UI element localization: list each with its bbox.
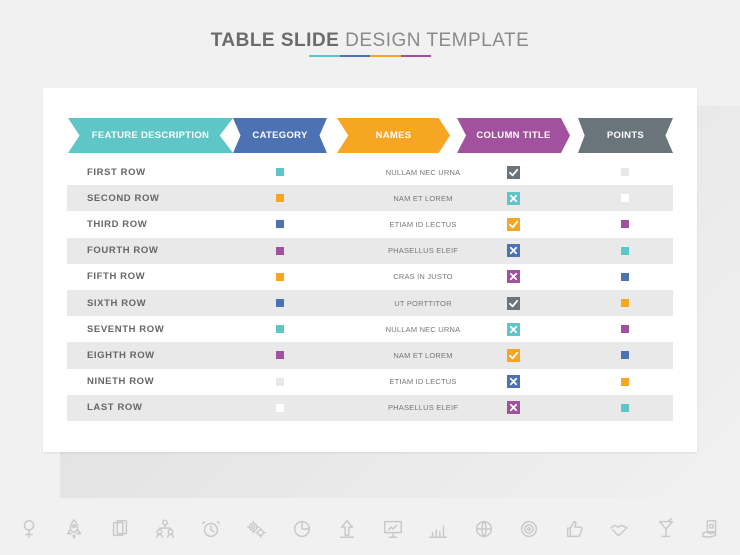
row-label: SEVENTH ROW [87, 323, 165, 335]
table-row: THIRD ROW ETIAM ID LECTUS [67, 211, 673, 237]
category-square [276, 351, 284, 360]
money-hand-icon [700, 518, 722, 545]
table-body: FIRST ROW NULLAM NEC URNA SECOND ROW NAM ET… [67, 159, 673, 421]
points-square [621, 194, 629, 203]
row-label: NINETH ROW [87, 376, 155, 388]
cross-box-icon[interactable] [507, 375, 520, 389]
category-square [276, 246, 284, 255]
title-light: DESIGN TEMPLATE [345, 30, 530, 51]
rocket-icon [63, 518, 85, 545]
table-row: FOURTH ROW PHASELLUS ELEIF [67, 237, 673, 264]
header-names: NAMES [337, 118, 450, 153]
row-label: FIRST ROW [87, 166, 146, 178]
header-feature-description-label: FEATURE DESCRIPTION [91, 130, 210, 141]
table-row: FIRST ROW NULLAM NEC URNA [67, 159, 673, 185]
row-name: ETIAM ID LECTUS [389, 377, 457, 387]
header-feature-description: FEATURE DESCRIPTION [68, 118, 233, 153]
slide-title: TABLE SLIDE DESIGN TEMPLATE [0, 30, 740, 52]
presentation-screen-icon [382, 518, 404, 545]
header-column-title-label: COLUMN TITLE [476, 130, 551, 141]
slide-title-block: TABLE SLIDE DESIGN TEMPLATE [0, 30, 740, 57]
row-label: FOURTH ROW [87, 245, 159, 257]
category-square [276, 325, 284, 334]
row-name: CRAS IN JUSTO [393, 272, 453, 282]
header-category: CATEGORY [233, 118, 327, 153]
row-name: UT PORTTITOR [394, 298, 452, 308]
table-row: SEVENTH ROW NULLAM NEC URNA [67, 316, 673, 342]
points-square [621, 272, 629, 281]
row-name: NAM ET LOREM [393, 350, 453, 360]
points-square [621, 299, 629, 308]
icon-bar [0, 508, 740, 555]
checkmark-box-icon[interactable] [507, 165, 520, 179]
playing-cards-icon [109, 518, 131, 545]
row-label: EIGHTH ROW [87, 349, 155, 361]
cocktail-glass-icon [655, 518, 677, 545]
title-underline [309, 55, 431, 57]
points-square [621, 168, 629, 177]
target-icon [518, 518, 540, 545]
checkmark-box-icon[interactable] [507, 217, 520, 231]
row-label: LAST ROW [87, 402, 143, 414]
cross-box-icon[interactable] [507, 244, 520, 258]
cross-box-icon[interactable] [507, 191, 520, 205]
title-bold: TABLE SLIDE [210, 30, 340, 51]
category-square [276, 403, 284, 412]
header-column-title: COLUMN TITLE [457, 118, 570, 153]
category-square [276, 377, 284, 386]
row-name: NULLAM NEC URNA [385, 167, 461, 177]
row-name: NULLAM NEC URNA [385, 324, 461, 334]
category-square [276, 272, 284, 281]
points-square [621, 403, 629, 412]
checkmark-box-icon[interactable] [507, 296, 520, 310]
gears-icon [245, 518, 267, 545]
row-name: PHASELLUS ELEIF [387, 246, 459, 256]
cross-box-icon[interactable] [507, 270, 520, 284]
pie-chart-icon [291, 518, 313, 545]
table-row: LAST ROW PHASELLUS ELEIF [67, 394, 673, 421]
points-square [621, 220, 629, 229]
row-label: SIXTH ROW [87, 297, 147, 309]
category-square [276, 168, 284, 177]
points-square [621, 246, 629, 255]
header-points-label: POINTS [606, 130, 645, 141]
table-row: FIFTH ROW CRAS IN JUSTO [67, 264, 673, 290]
bar-chart-icon [427, 518, 449, 545]
female-symbol-icon [18, 518, 40, 545]
header-points: POINTS [578, 118, 673, 153]
row-name: NAM ET LOREM [393, 193, 453, 203]
table-row: SIXTH ROW UT PORTTITOR [67, 289, 673, 317]
row-name: PHASELLUS ELEIF [387, 403, 459, 413]
category-square [276, 299, 284, 308]
points-square [621, 325, 629, 334]
checkmark-box-icon[interactable] [507, 348, 520, 362]
table-row: NINETH ROW ETIAM ID LECTUS [67, 369, 673, 395]
cross-box-icon[interactable] [507, 401, 520, 415]
table-header: FEATURE DESCRIPTION CATEGORY NAMES COLUM… [68, 118, 678, 153]
points-square [621, 377, 629, 386]
alarm-clock-icon [200, 518, 222, 545]
cross-box-icon[interactable] [507, 322, 520, 336]
thumbs-up-icon [564, 518, 586, 545]
header-category-label: CATEGORY [252, 130, 308, 141]
row-label: THIRD ROW [87, 218, 148, 230]
team-hierarchy-icon [154, 518, 176, 545]
category-square [276, 220, 284, 229]
row-label: SECOND ROW [87, 192, 160, 204]
points-square [621, 351, 629, 360]
category-square [276, 194, 284, 203]
row-name: ETIAM ID LECTUS [389, 219, 457, 229]
table-row: SECOND ROW NAM ET LOREM [67, 185, 673, 212]
row-label: FIFTH ROW [87, 271, 146, 283]
header-names-label: NAMES [375, 130, 412, 141]
globe-icon [473, 518, 495, 545]
upload-arrow-icon [336, 518, 358, 545]
table-row: EIGHTH ROW NAM ET LOREM [67, 342, 673, 369]
handshake-icon [609, 518, 631, 545]
